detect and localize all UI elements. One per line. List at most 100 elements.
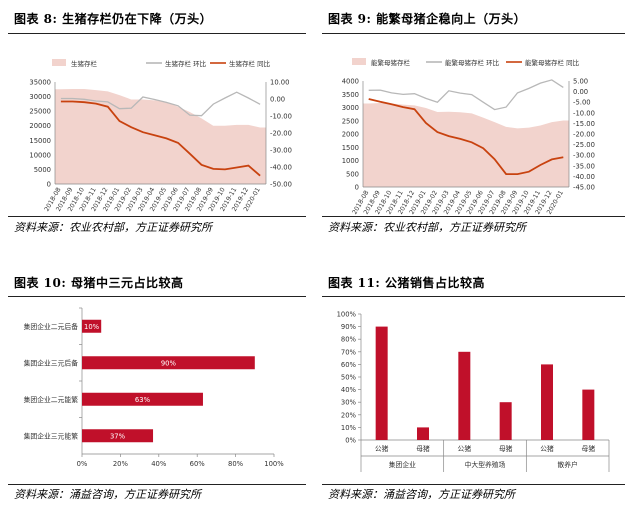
legend-label: 生猪存栏 同比 <box>229 59 271 68</box>
legend-label: 生猪存栏 <box>71 59 98 68</box>
chart-panel-11: 图表 11: 公猪销售占比较高 100% 90% 80% 70% 60% 50% 40% 30… <box>322 272 627 507</box>
category-label: 公猪 <box>540 444 554 453</box>
y-tick-label-left: 4000 <box>342 78 359 86</box>
y-tick-label-left: 30000 <box>29 93 51 101</box>
source-rule <box>8 484 306 485</box>
y-tick-label: 10% <box>341 424 357 432</box>
series-line-mom <box>368 79 564 111</box>
title-rule <box>322 296 625 297</box>
y-tick-label-right: -35.00 <box>573 162 595 170</box>
y-tick-label: 80% <box>341 336 357 344</box>
y-tick-label: 70% <box>341 348 357 356</box>
category-label: 公猪 <box>375 444 389 453</box>
group-label: 集团企业 <box>389 460 416 469</box>
chart-title: 图表 10: 母猪中三元占比较高 <box>14 276 184 290</box>
y-tick-label-left: 5000 <box>34 166 51 174</box>
y-tick-label-left: 10000 <box>29 151 51 159</box>
y-tick-label-left: 3000 <box>342 104 359 112</box>
category-label: 集团企业三元能繁 <box>24 431 79 440</box>
category-label: 母猪 <box>416 444 430 453</box>
y-tick-label-left: 500 <box>346 170 359 178</box>
source-note: 资料来源：涌益咨询，方正证券研究所 <box>328 488 515 501</box>
series-line-yoy <box>60 100 261 177</box>
source-rule <box>8 216 306 217</box>
y-tick-label-left: 3500 <box>342 91 359 99</box>
y-tick-label: 60% <box>341 361 357 369</box>
title-rule <box>8 296 306 297</box>
bar <box>499 402 512 440</box>
category-label: 集团企业二元后备 <box>24 322 79 331</box>
y-tick-label-left: 2500 <box>342 117 359 125</box>
y-tick-label-left: 1000 <box>342 157 359 165</box>
series-line-mom <box>60 91 261 117</box>
x-tick-label: 20% <box>113 460 129 468</box>
x-tick-label: 60% <box>190 460 206 468</box>
y-tick-label: 30% <box>341 399 357 407</box>
y-tick-label-left: 35000 <box>29 79 51 87</box>
y-tick-label-left: 0 <box>47 181 51 189</box>
chart-title: 图表 8: 生猪存栏仍在下降（万头） <box>14 12 213 26</box>
y-tick-label-left: 15000 <box>29 137 51 145</box>
bar <box>82 429 154 443</box>
y-tick-label-right: 10.00 <box>270 79 289 87</box>
title-rule <box>322 33 625 34</box>
y-tick-label-right: -30.00 <box>573 152 595 160</box>
chart-title: 图表 9: 能繁母猪企稳向上（万头） <box>328 12 527 26</box>
y-tick-label-left: 25000 <box>29 108 51 116</box>
legend-label: 能繁母猪存栏 同比 <box>525 58 580 67</box>
group-label: 散养户 <box>557 460 577 469</box>
category-label: 公猪 <box>458 444 472 453</box>
y-tick-label-right: -15.00 <box>573 120 595 128</box>
source-rule <box>322 216 625 217</box>
source-note: 资料来源：农业农村部，方正证券研究所 <box>14 221 212 234</box>
y-tick-label-left: 2000 <box>342 131 359 139</box>
y-tick-label-right: 0.00 <box>270 96 285 104</box>
bar <box>458 351 471 440</box>
bar <box>417 427 429 440</box>
y-tick-label-right: -20.00 <box>270 130 292 138</box>
y-tick-label: 20% <box>341 411 357 419</box>
bar-data-label: 37% <box>110 432 126 440</box>
category-label: 母猪 <box>499 444 513 453</box>
y-tick-label: 90% <box>341 323 357 331</box>
y-tick-label: 50% <box>341 374 357 382</box>
x-tick-label: 40% <box>151 460 167 468</box>
category-label: 母猪 <box>582 444 596 453</box>
chart-panel-10: 图表 10: 母猪中三元占比较高 集团企业二元后备 10% 集团企业三元后备 90% 集… <box>8 272 308 507</box>
chart-panel-8: 图表 8: 生猪存栏仍在下降（万头） 生猪存栏 生猪存栏 环比 生猪存栏 同比 350… <box>8 8 308 234</box>
sow-breed-share-chart: 集团企业二元后备 10% 集团企业三元后备 90% 集团企业二元能繁 63% 集团企业三元能… <box>24 307 284 468</box>
y-tick-label-right: -20.00 <box>573 131 595 139</box>
source-note: 资料来源：涌益咨询，方正证券研究所 <box>14 488 201 501</box>
y-tick-label-right: -10.00 <box>573 109 595 117</box>
y-tick-label-right: -5.00 <box>573 99 591 107</box>
y-tick-label: 40% <box>341 386 357 394</box>
boar-sales-share-chart: 100% 90% 80% 70% 60% 50% 40% 30% 20% 10% 0% 公猪 母猪 公猪 母… <box>337 311 610 472</box>
y-tick-label-right: -30.00 <box>270 147 292 155</box>
source-note: 资料来源：农业农村部，方正证券研究所 <box>328 221 526 234</box>
x-tick-label: 80% <box>228 460 244 468</box>
y-tick-label-right: -40.00 <box>573 173 595 181</box>
series-area <box>363 102 569 187</box>
bar <box>82 392 203 406</box>
y-tick-label-right: 5.00 <box>573 78 588 86</box>
bar-data-label: 90% <box>161 359 177 367</box>
x-tick-label: 100% <box>264 460 284 468</box>
legend-label: 生猪存栏 环比 <box>165 59 207 68</box>
y-tick-label: 100% <box>337 311 357 319</box>
x-tick-label: 0% <box>77 460 88 468</box>
y-tick-label-right: -45.00 <box>573 184 595 192</box>
bar <box>82 319 102 333</box>
bar <box>582 389 595 440</box>
y-tick-label-left: 0 <box>355 184 359 192</box>
series-line-yoy <box>368 98 564 176</box>
source-rule <box>322 484 625 485</box>
sow-inventory-chart: 能繁母猪存栏 能繁母猪存栏 环比 能繁母猪存栏 同比 4000 3500 3000 2500… <box>342 58 595 216</box>
category-label: 集团企业二元能繁 <box>24 395 79 404</box>
legend-swatch <box>52 59 66 66</box>
title-rule <box>8 33 306 34</box>
bar <box>82 356 255 370</box>
hog-inventory-chart: 生猪存栏 生猪存栏 环比 生猪存栏 同比 35000 30000 25000 20000 15… <box>29 59 292 213</box>
legend-swatch <box>352 58 366 65</box>
y-tick-label-right: -50.00 <box>270 181 292 189</box>
y-tick-label-right: 0.00 <box>573 88 588 96</box>
